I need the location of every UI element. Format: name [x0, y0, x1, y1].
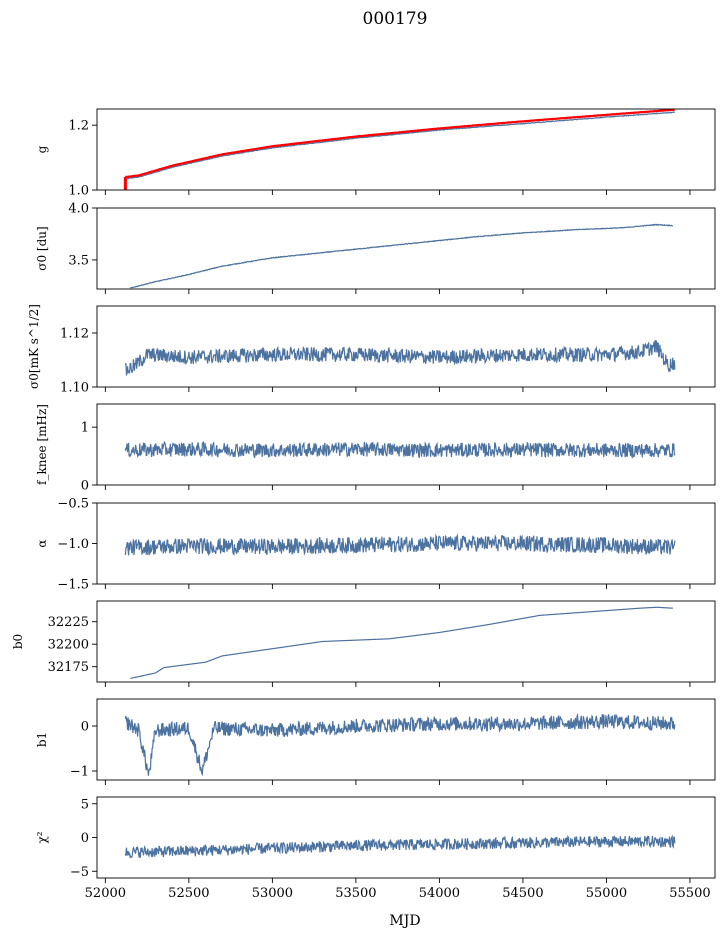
figure-title: 000179 [363, 9, 428, 29]
y-axis-label: χ² [35, 831, 49, 843]
series-line-2-1 [130, 223, 673, 289]
y-tick-label: 1.12 [60, 327, 89, 342]
y-axis-label: b0 [11, 634, 25, 649]
y-tick-label: 3.5 [68, 253, 89, 268]
y-tick-label: −1.5 [57, 578, 89, 593]
y-tick-label: 1.0 [68, 184, 89, 199]
y-tick-label: −1.0 [57, 537, 89, 552]
x-tick-label: 53000 [252, 886, 293, 901]
series-line-8-1 [124, 834, 676, 859]
y-tick-label: 4.0 [68, 202, 89, 217]
x-tick-label: 54000 [419, 886, 460, 901]
series-line-4-1 [124, 440, 676, 459]
panel-4: 0 1 f_knee [mHz] [35, 403, 716, 494]
panel-1: 1.0 1.2 g [35, 108, 716, 199]
panel-7: −1 0 b1 [35, 698, 716, 785]
y-tick-label: 0 [81, 831, 89, 846]
y-tick-label: 32200 [48, 638, 89, 653]
panel-8: −5 0 5 52000 52500 53000 53500 54000 54500 55000 5… [35, 796, 716, 901]
x-tick-label: 52000 [85, 886, 126, 901]
panel-frame-6 [96, 600, 716, 683]
series-line-3-1 [124, 339, 676, 377]
y-tick-label: −1 [70, 765, 89, 780]
panel-frame-7 [96, 698, 716, 781]
series-line-1-1 [125, 111, 676, 180]
y-tick-label: 32225 [48, 615, 89, 630]
panel-frame-1 [96, 108, 716, 191]
panel-3: 1.10 1.12 σ0[mK s^1/2] [27, 304, 716, 396]
x-tick-label: 54500 [502, 886, 543, 901]
panel-2: 3.5 4.0 σ0 [du] [35, 202, 716, 294]
x-tick-label: 52500 [168, 886, 209, 901]
y-axis-label: b1 [35, 732, 49, 747]
y-tick-label: 0 [81, 720, 89, 735]
panel-frame-8 [96, 796, 716, 879]
series-line-1-2 [125, 108, 675, 179]
x-tick-label: 55000 [586, 886, 627, 901]
y-tick-label: 1.10 [60, 381, 89, 396]
series-line-5-1 [124, 533, 676, 557]
x-tick-label: 55500 [669, 886, 710, 901]
series-line-7-1 [124, 712, 676, 777]
series-line-6-1 [130, 606, 673, 679]
panel-frame-2 [96, 207, 716, 290]
panel-frame-4 [96, 403, 716, 486]
y-tick-label: −5 [70, 865, 89, 880]
x-tick-label: 53500 [335, 886, 376, 901]
panel-6: 32175 32200 32225 b0 [11, 600, 716, 687]
y-tick-label: −0.5 [57, 497, 89, 512]
y-axis-label: α [35, 539, 49, 547]
y-tick-label: 1 [81, 421, 89, 436]
y-axis-label: σ0[mK s^1/2] [27, 304, 41, 389]
panels-group: 1.0 1.2 g 3.5 4.0 σ0 [du] 1.10 1.12 σ0[mK s^1/2]… [11, 108, 716, 901]
x-axis-label: MJD [389, 913, 420, 929]
y-axis-label: g [35, 145, 49, 153]
y-axis-label: f_knee [mHz] [35, 404, 49, 485]
y-tick-label: 0 [81, 479, 89, 494]
panel-5: −1.5 −1.0 −0.5 α [35, 497, 716, 593]
y-tick-label: 32175 [48, 660, 89, 675]
y-tick-label: 5 [81, 797, 89, 812]
y-tick-label: 1.2 [68, 119, 89, 134]
y-axis-label: σ0 [du] [35, 226, 49, 270]
panel-frame-3 [96, 305, 716, 388]
